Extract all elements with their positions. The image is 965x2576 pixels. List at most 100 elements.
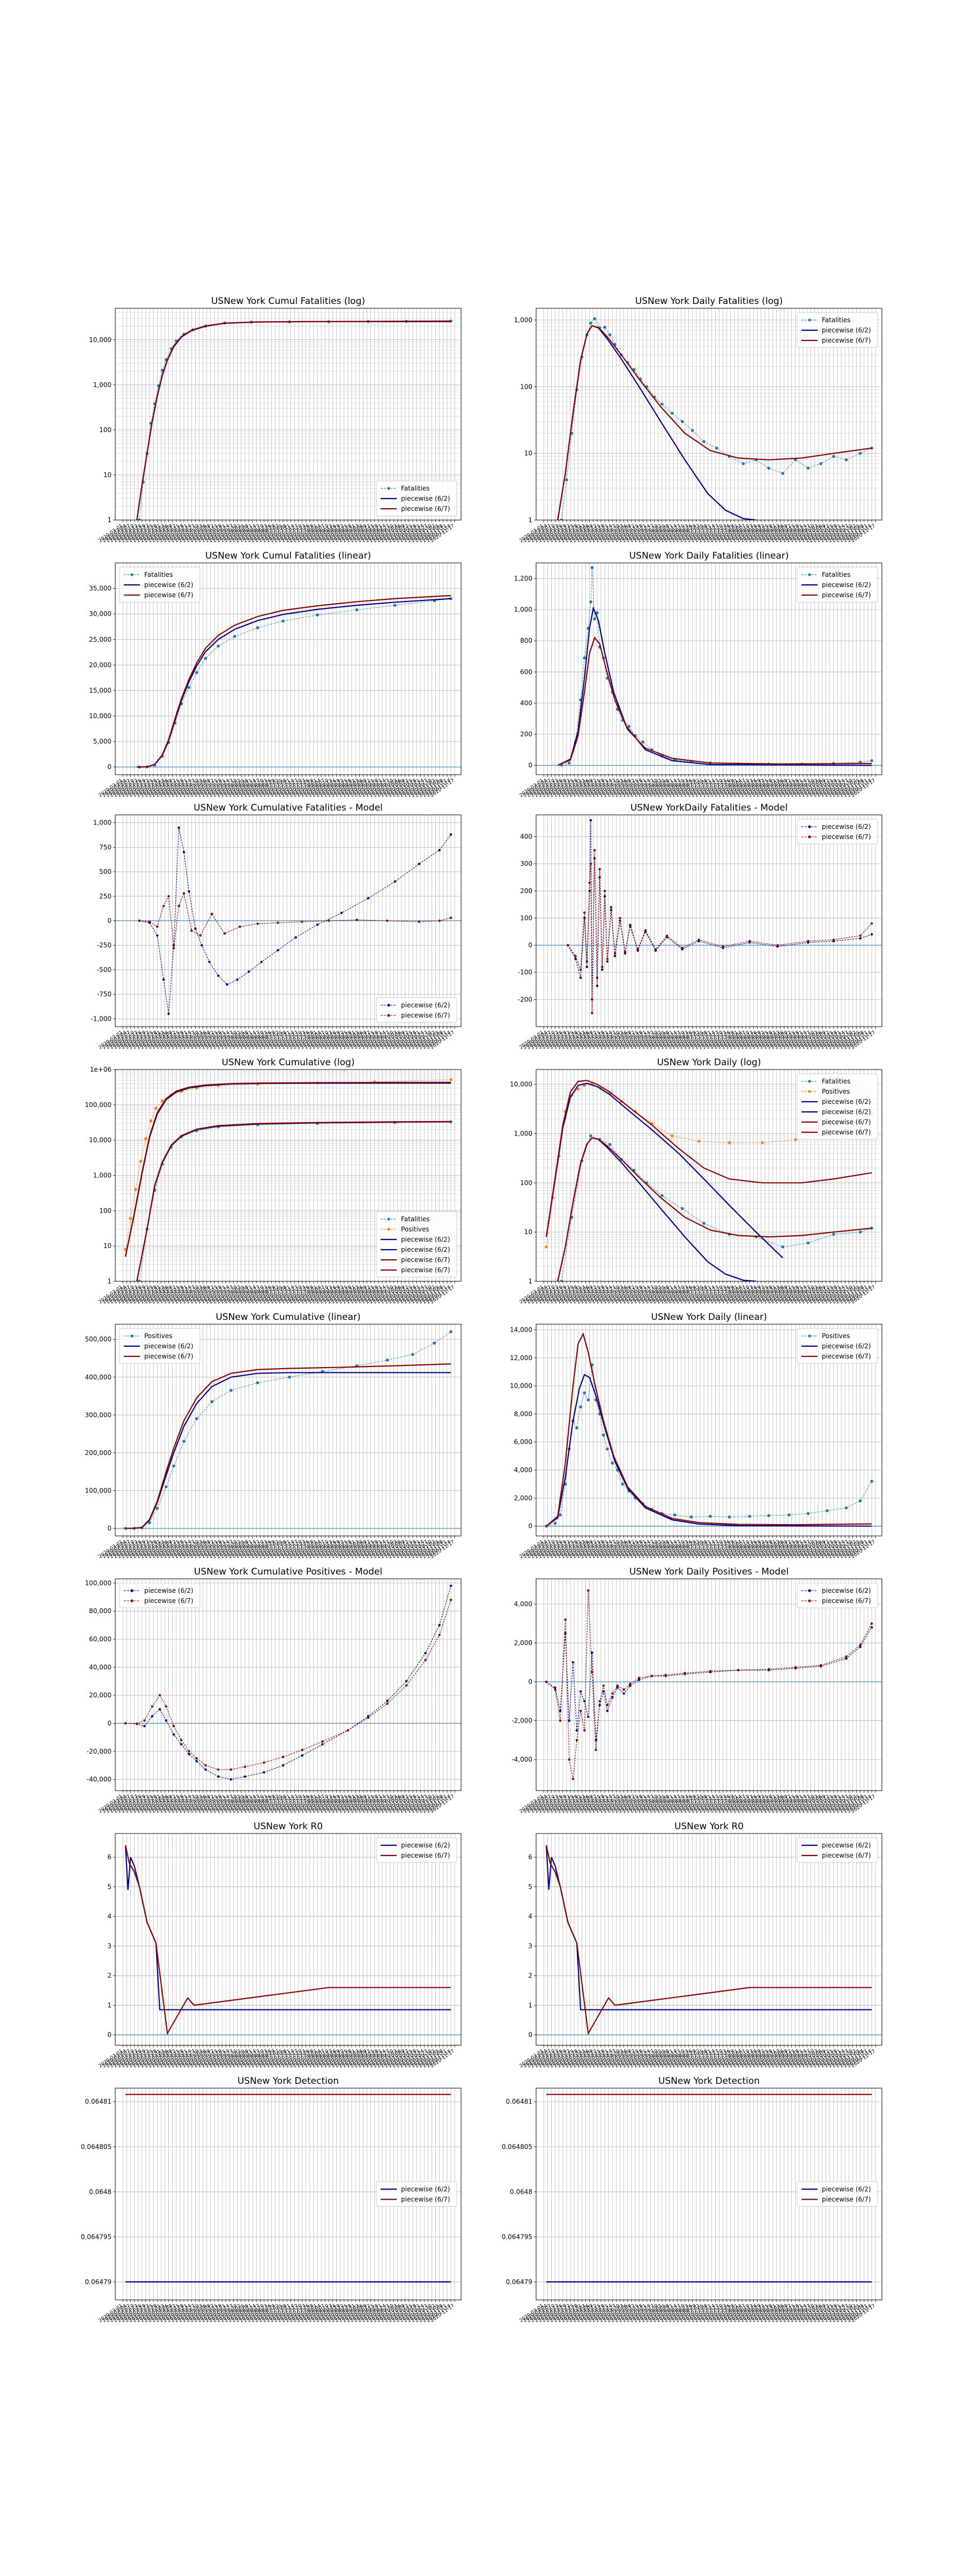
chart-10: 2020-03-012020-03-042020-03-072020-03-10… xyxy=(510,1312,882,1560)
legend-label: Fatalities xyxy=(401,485,430,492)
y-tick-label: 1 xyxy=(107,2001,112,2009)
chart-title: USNew York Cumulative Fatalities - Model xyxy=(194,803,383,813)
chart-11: 2020-03-012020-03-042020-03-072020-03-10… xyxy=(85,1567,461,1814)
series-fatalities-point xyxy=(281,620,285,623)
series-positives-point xyxy=(150,1119,153,1123)
series-fatalities-point xyxy=(781,1245,784,1249)
series-positives-point xyxy=(748,1515,752,1518)
series-piecewise-6-2--point xyxy=(263,1771,265,1773)
series-fatalities-point xyxy=(660,403,664,406)
chart-title: USNew York Cumulative Positives - Model xyxy=(194,1567,382,1577)
series-piecewise-6-7--point xyxy=(622,1688,625,1690)
series-piecewise-6-7--point xyxy=(572,1778,574,1780)
legend-marker xyxy=(130,1599,133,1602)
series-positives-point xyxy=(583,1391,586,1394)
series-piecewise-6-7--point xyxy=(637,948,639,950)
series-piecewise-6-7--point xyxy=(183,892,185,894)
y-tick-label: 1e+06 xyxy=(90,1066,112,1073)
series-fatalities-point xyxy=(217,644,220,648)
y-tick-label: 100,000 xyxy=(85,1579,112,1587)
series-piecewise-6-7--line xyxy=(125,1364,451,1528)
y-tick-label: -750 xyxy=(97,991,112,998)
y-tick-label: 6 xyxy=(528,1853,532,1861)
y-tick-label: 0 xyxy=(528,1678,532,1686)
y-tick-label: 200,000 xyxy=(85,1449,112,1457)
series-piecewise-6-2--point xyxy=(367,897,369,899)
series-piecewise-6-7--point xyxy=(386,1703,388,1705)
series-piecewise-6-2--point xyxy=(201,944,203,946)
series-fatalities-point xyxy=(832,1233,835,1236)
series-positives-point xyxy=(611,1461,614,1465)
series-positives-point xyxy=(182,1440,185,1443)
chart-title: USNew York Daily Fatalities (log) xyxy=(635,296,783,307)
chart-title: USNew York Daily (linear) xyxy=(651,1312,767,1323)
y-tick-label: 100 xyxy=(520,383,532,390)
series-piecewise-6-2--point xyxy=(596,985,598,987)
plot-area xyxy=(567,819,873,1014)
series-fatalities-point xyxy=(845,458,848,462)
y-tick-label: 1,000 xyxy=(514,1130,532,1137)
series-piecewise-6-7--point xyxy=(167,895,169,897)
y-tick-label: 4 xyxy=(107,1913,112,1920)
y-tick-label: 6,000 xyxy=(514,1438,532,1446)
chart-title: USNew York R0 xyxy=(254,1821,323,1832)
chart-9: 2020-03-012020-03-042020-03-072020-03-10… xyxy=(85,1312,461,1560)
series-piecewise-6-7--point xyxy=(666,934,668,937)
series-piecewise-6-7--point xyxy=(149,920,151,923)
plot-frame xyxy=(536,815,882,1027)
y-tick-label: 10 xyxy=(103,471,112,479)
series-positives-point xyxy=(154,1107,158,1110)
series-positives-point xyxy=(671,1134,674,1138)
y-tick-label: 12,000 xyxy=(510,1354,532,1362)
y-tick-label: 400 xyxy=(520,699,532,707)
series-piecewise-6-7--point xyxy=(614,952,616,954)
series-piecewise-6-7--point xyxy=(386,919,388,922)
series-piecewise-6-2--line xyxy=(125,1845,451,2010)
series-positives-point xyxy=(411,1353,414,1356)
series-piecewise-6-7--point xyxy=(143,1719,145,1721)
y-tick-label: 0 xyxy=(528,1523,532,1530)
series-piecewise-6-7--point xyxy=(590,863,592,865)
legend: piecewise (6/2)piecewise (6/7) xyxy=(797,1838,878,1862)
series-piecewise-6-7--point xyxy=(211,912,213,915)
legend-label: piecewise (6/7) xyxy=(822,337,871,344)
series-piecewise-6-7--point xyxy=(567,944,569,946)
y-tick-label: 10,000 xyxy=(510,1382,532,1390)
series-piecewise-6-7--point xyxy=(776,944,778,946)
series-positives-point xyxy=(602,1434,605,1437)
y-tick-label: 2,000 xyxy=(514,1494,532,1502)
y-tick-label: 400,000 xyxy=(85,1374,112,1381)
series-piecewise-6-7--point xyxy=(204,1764,206,1766)
y-tick-label: 10 xyxy=(524,1228,532,1236)
y-tick-label: 1 xyxy=(107,516,112,524)
chart-2: 2020-03-012020-03-042020-03-072020-03-10… xyxy=(514,296,882,544)
series-piecewise-6-7--point xyxy=(586,960,588,962)
legend-label: piecewise (6/7) xyxy=(822,1129,871,1136)
y-tick-label: 4 xyxy=(528,1913,532,1920)
series-fatalities-point xyxy=(671,412,674,415)
series-positives-point xyxy=(134,1188,137,1191)
legend-label: piecewise (6/2) xyxy=(822,1108,871,1116)
chart-6: 2020-03-012020-03-042020-03-072020-03-10… xyxy=(518,803,882,1050)
series-positives-point xyxy=(728,1141,731,1145)
y-tick-label: 5,000 xyxy=(93,738,112,745)
series-piecewise-6-2--line xyxy=(125,1372,451,1528)
series-piecewise-6-7--point xyxy=(638,1677,640,1679)
series-piecewise-6-2--point xyxy=(244,1776,246,1778)
chart-8: 2020-03-012020-03-042020-03-072020-03-10… xyxy=(510,1057,882,1305)
series-positives-point xyxy=(621,1482,624,1486)
plot-frame xyxy=(536,1833,882,2045)
chart-5: 2020-03-012020-03-042020-03-072020-03-10… xyxy=(91,803,461,1050)
legend: piecewise (6/2)piecewise (6/7) xyxy=(376,998,457,1022)
series-piecewise-6-2--point xyxy=(606,1710,608,1712)
chart-15: 2020-03-012020-03-042020-03-072020-03-10… xyxy=(81,2076,461,2323)
series-positives-point xyxy=(826,1509,829,1512)
series-piecewise-6-7--point xyxy=(159,1694,161,1696)
series-fatalities-point xyxy=(608,1143,612,1146)
series-fatalities-point xyxy=(188,686,191,689)
series-piecewise-6-2--point xyxy=(165,1719,167,1721)
series-piecewise-6-2--point xyxy=(424,1652,426,1654)
series-positives-point xyxy=(870,1480,873,1483)
